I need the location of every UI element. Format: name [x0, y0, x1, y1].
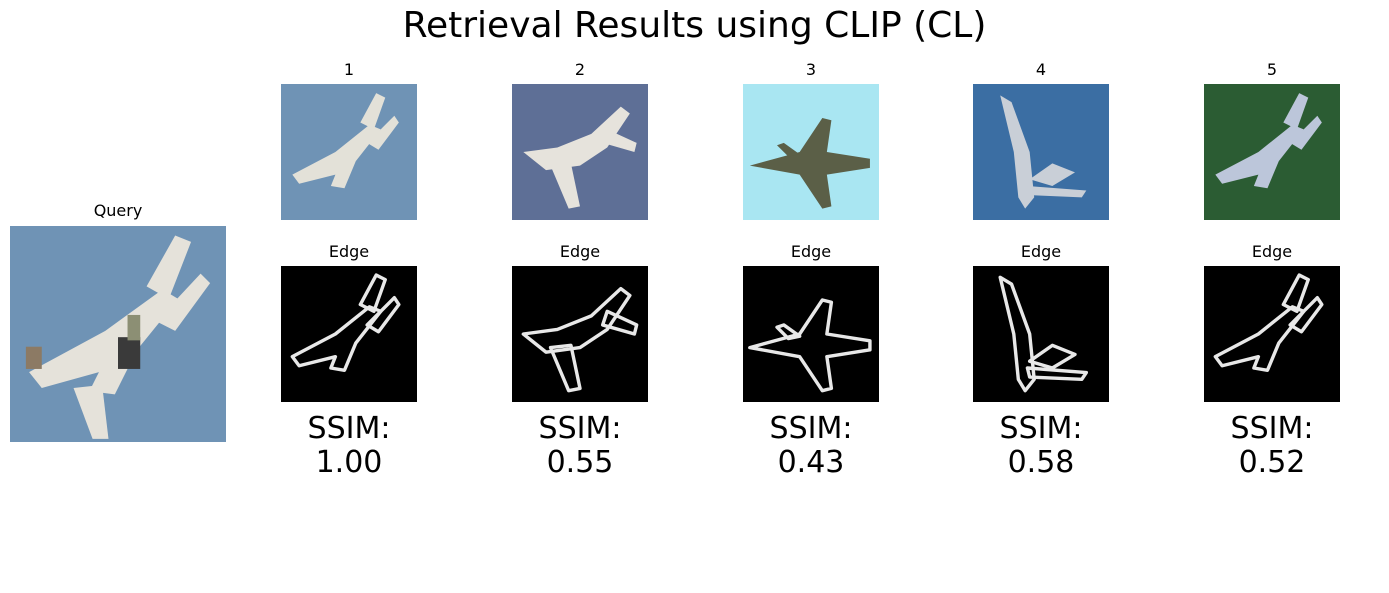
retrieved-image [281, 84, 417, 220]
edge-label: Edge [790, 242, 832, 261]
edge-label: Edge [1020, 242, 1062, 261]
ssim-score: SSIM: 0.43 [701, 412, 921, 480]
ssim-score: SSIM: 0.55 [470, 412, 690, 480]
ssim-label: SSIM: [307, 411, 391, 446]
ssim-value: 0.43 [777, 445, 845, 480]
query-image [10, 226, 226, 442]
propeller-airplane-icon [523, 106, 637, 209]
ssim-label: SSIM: [769, 411, 853, 446]
jet-airplane-icon [1215, 93, 1322, 189]
edge-outline-icon [521, 286, 639, 393]
ssim-value: 0.52 [1238, 445, 1306, 480]
ssim-label: SSIM: [538, 411, 622, 446]
rank-label: 1 [343, 60, 355, 79]
edge-label: Edge [559, 242, 601, 261]
ssim-value: 0.55 [546, 445, 614, 480]
bird-icon [1000, 95, 1087, 209]
retrieved-image [512, 84, 648, 220]
edge-outline-icon [998, 275, 1089, 393]
retrieved-image [1204, 84, 1340, 220]
edge-map-image [1204, 266, 1340, 402]
edge-outline-icon [1213, 273, 1324, 372]
edge-map-image [281, 266, 417, 402]
edge-map-image [743, 266, 879, 402]
ssim-value: 0.58 [1007, 445, 1075, 480]
fighter-jet-icon [749, 118, 870, 209]
rank-label: 4 [1035, 60, 1047, 79]
query-label: Query [93, 201, 143, 220]
retrieved-image [973, 84, 1109, 220]
rank-label: 2 [574, 60, 586, 79]
edge-outline-icon [748, 298, 872, 393]
ssim-value: 1.00 [315, 445, 383, 480]
jet-airplane-icon [292, 93, 399, 189]
edge-map-image [512, 266, 648, 402]
ssim-score: SSIM: 1.00 [239, 412, 459, 480]
rank-label: 3 [805, 60, 817, 79]
retrieved-image [743, 84, 879, 220]
rank-label: 5 [1266, 60, 1278, 79]
figure-title: Retrieval Results using CLIP (CL) [402, 5, 987, 46]
edge-label: Edge [328, 242, 370, 261]
edge-map-image [973, 266, 1109, 402]
query-airplane-icon [29, 235, 211, 439]
ssim-label: SSIM: [1230, 411, 1314, 446]
ssim-score: SSIM: 0.58 [931, 412, 1151, 480]
edge-label: Edge [1251, 242, 1293, 261]
ssim-score: SSIM: 0.52 [1162, 412, 1382, 480]
ssim-label: SSIM: [999, 411, 1083, 446]
edge-outline-icon [290, 273, 401, 372]
